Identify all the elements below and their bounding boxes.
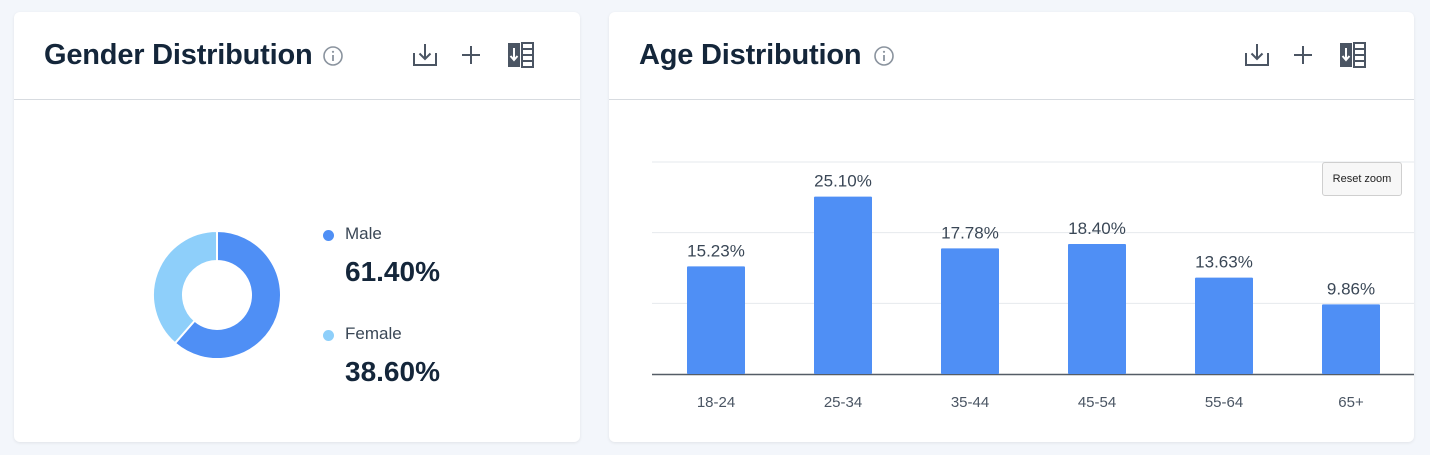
age-card-header: Age Distribution (609, 12, 1414, 100)
legend-value-female: 38.60% (345, 356, 440, 387)
gender-distribution-card: Gender Distribution Male 61.40% (14, 12, 580, 442)
data-label: 18.40% (1068, 219, 1126, 238)
age-distribution-card: Age Distribution 15.23% 18-24 25.10% 25-34 1… (609, 12, 1414, 442)
x-tick-label: 45-54 (1078, 394, 1116, 411)
data-label: 17.78% (941, 223, 999, 242)
data-label: 25.10% (814, 172, 872, 191)
legend-label-female: Female (345, 324, 402, 343)
plus-icon[interactable] (1288, 40, 1318, 70)
download-icon[interactable] (410, 40, 440, 70)
legend-dot-male (323, 230, 334, 241)
x-tick-label: 18-24 (697, 394, 735, 411)
export-table-icon[interactable] (1338, 40, 1368, 70)
age-card-title: Age Distribution (639, 39, 862, 71)
x-tick-label: 65+ (1338, 394, 1364, 411)
data-label: 15.23% (687, 241, 745, 260)
x-tick-label: 35-44 (951, 394, 989, 411)
reset-zoom-button[interactable]: Reset zoom (1322, 162, 1402, 196)
donut-slice-male[interactable] (173, 229, 282, 360)
gender-card-header: Gender Distribution (14, 12, 580, 100)
info-icon[interactable] (873, 45, 895, 67)
bar-45-54[interactable] (1068, 243, 1126, 374)
x-tick-label: 55-64 (1205, 394, 1243, 411)
bar-25-34[interactable] (814, 196, 872, 374)
legend-value-male: 61.40% (345, 256, 440, 287)
info-icon[interactable] (322, 45, 344, 67)
bar-55-64[interactable] (1195, 277, 1253, 374)
legend-label-male: Male (345, 224, 382, 243)
plus-icon[interactable] (456, 40, 486, 70)
donut-slice-female[interactable] (152, 229, 218, 345)
gender-donut-chart (152, 229, 282, 360)
bar-18-24[interactable] (687, 266, 745, 374)
legend-dot-female (323, 330, 334, 341)
age-bar-chart: 15.23% 18-24 25.10% 25-34 17.78% 35-44 18.40% 4… (652, 161, 1414, 411)
bar-65+[interactable] (1322, 304, 1380, 374)
export-table-icon[interactable] (506, 40, 536, 70)
x-tick-label: 25-34 (824, 394, 862, 411)
data-label: 13.63% (1195, 253, 1253, 272)
data-label: 9.86% (1327, 279, 1375, 298)
bar-35-44[interactable] (941, 248, 999, 374)
download-icon[interactable] (1242, 40, 1272, 70)
gender-card-title: Gender Distribution (44, 39, 313, 71)
